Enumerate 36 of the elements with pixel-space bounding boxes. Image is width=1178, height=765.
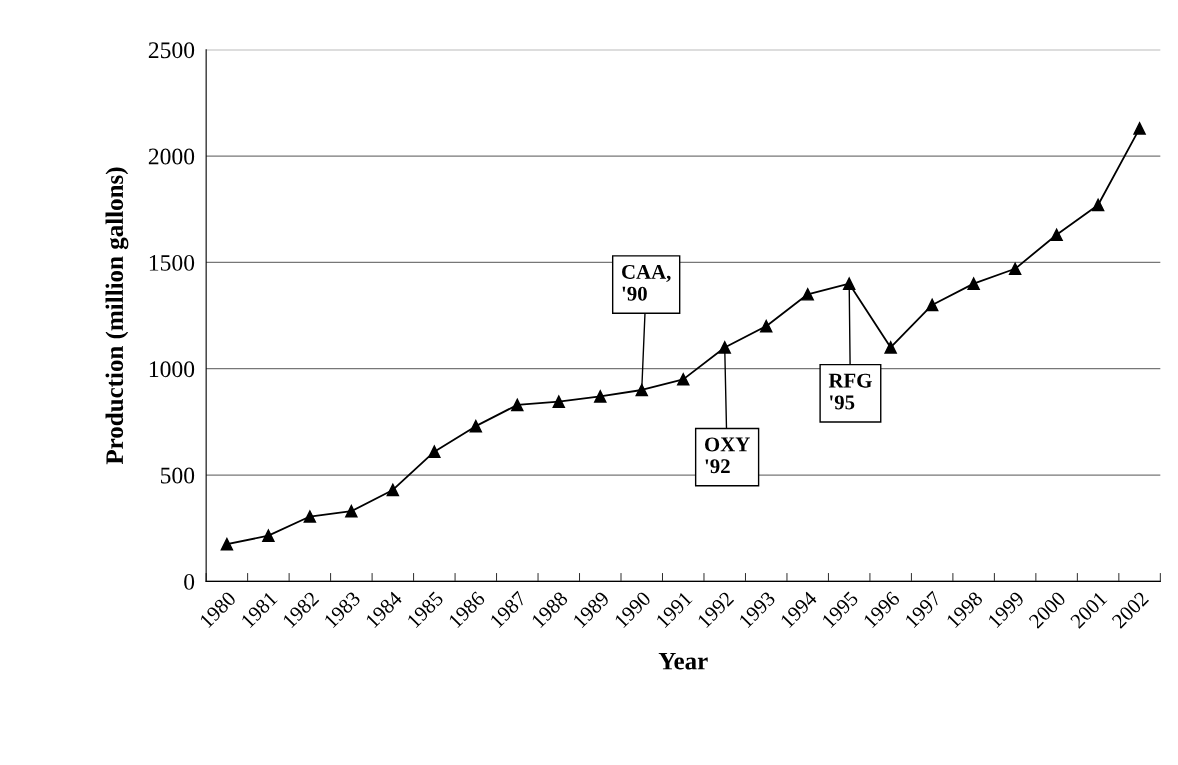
point	[552, 395, 566, 408]
x-axis-title: Year	[658, 652, 708, 670]
point	[967, 277, 980, 290]
point	[511, 398, 524, 412]
point	[594, 390, 607, 403]
point	[469, 419, 483, 433]
point	[884, 341, 897, 354]
point	[262, 529, 275, 542]
point	[925, 298, 939, 312]
point	[842, 277, 856, 290]
y-tick-label: 2500	[148, 42, 195, 59]
x-tick-label: 1981	[240, 591, 278, 629]
point	[428, 445, 441, 458]
point	[1091, 198, 1105, 212]
point	[220, 537, 234, 551]
point	[676, 373, 690, 386]
annotation: RFG '95	[828, 373, 872, 410]
point	[801, 288, 814, 301]
point	[386, 483, 400, 497]
point	[718, 341, 731, 354]
y-tick-label: 500	[160, 467, 195, 484]
point	[759, 319, 773, 333]
annotation: OXY '92	[705, 437, 750, 474]
x-tick-label: 1991	[655, 591, 693, 629]
point	[1008, 262, 1022, 276]
point	[1050, 228, 1063, 241]
point	[345, 504, 358, 518]
y-axis-title: Production (million gallons)	[105, 167, 129, 465]
y-tick-label: 1500	[149, 254, 195, 271]
y-tick-label: 0	[184, 573, 195, 590]
annotation: CAA, '90	[622, 264, 671, 301]
point	[635, 383, 649, 397]
y-tick-label: 2000	[148, 148, 195, 165]
y-tick-label: 1000	[149, 361, 195, 378]
point	[1133, 122, 1146, 135]
point	[303, 510, 317, 523]
